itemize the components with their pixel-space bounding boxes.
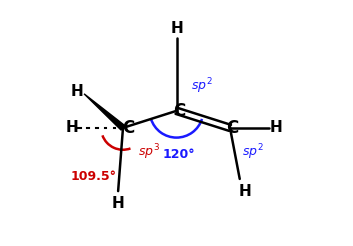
Text: $sp^2$: $sp^2$ — [191, 77, 213, 96]
Text: $sp^3$: $sp^3$ — [138, 142, 160, 162]
Polygon shape — [84, 94, 125, 130]
Text: 120°: 120° — [163, 148, 195, 161]
Text: H: H — [112, 196, 125, 211]
Text: H: H — [170, 21, 183, 36]
Text: H: H — [270, 120, 283, 135]
Text: $sp^2$: $sp^2$ — [242, 142, 264, 162]
Text: 109.5°: 109.5° — [71, 170, 117, 183]
Text: H: H — [66, 120, 78, 135]
Text: C: C — [173, 102, 185, 120]
Text: C: C — [122, 119, 134, 137]
Text: C: C — [226, 119, 239, 137]
Text: H: H — [238, 184, 251, 199]
Text: H: H — [70, 84, 83, 99]
